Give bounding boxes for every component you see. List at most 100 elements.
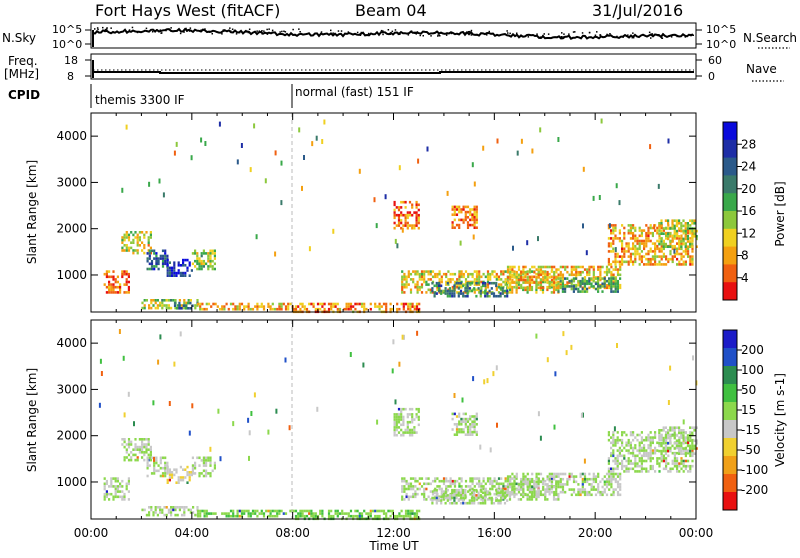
range-cell bbox=[360, 514, 364, 518]
range-cell bbox=[616, 475, 620, 478]
range-cell bbox=[491, 272, 494, 276]
range-cell bbox=[632, 231, 635, 235]
range-cell bbox=[627, 231, 630, 235]
range-cell bbox=[393, 420, 396, 424]
range-cell bbox=[592, 475, 595, 478]
range-cell bbox=[486, 283, 490, 286]
range-cell bbox=[423, 280, 426, 284]
range-cell bbox=[520, 480, 523, 484]
range-cell bbox=[473, 288, 476, 292]
range-cell bbox=[575, 493, 578, 497]
range-cell bbox=[475, 272, 479, 276]
range-cell bbox=[194, 252, 197, 255]
colorbar-swatch bbox=[723, 157, 737, 176]
range-cell bbox=[249, 307, 252, 311]
range-cell bbox=[367, 512, 370, 515]
range-cell bbox=[517, 483, 521, 486]
range-cell bbox=[583, 472, 587, 476]
range-cell bbox=[211, 469, 214, 473]
range-cell bbox=[429, 498, 432, 501]
range-cell bbox=[145, 451, 148, 454]
range-cell bbox=[618, 237, 621, 240]
range-cell bbox=[555, 485, 558, 488]
range-cell bbox=[517, 286, 521, 290]
scatter-region bbox=[173, 301, 194, 310]
range-cell bbox=[431, 492, 435, 496]
range-cell bbox=[473, 283, 476, 286]
range-cell bbox=[654, 260, 657, 264]
range-cell bbox=[411, 305, 414, 308]
range-cell bbox=[475, 278, 479, 281]
range-cell bbox=[680, 257, 683, 261]
range-cell bbox=[389, 514, 392, 518]
range-cell bbox=[407, 482, 410, 486]
range-cell bbox=[528, 483, 532, 486]
range-cell bbox=[651, 467, 654, 471]
range-cell bbox=[232, 302, 235, 306]
range-cell bbox=[539, 493, 543, 497]
range-cell bbox=[196, 259, 199, 263]
range-cell bbox=[460, 479, 463, 483]
range-cell bbox=[374, 514, 377, 518]
range-cell bbox=[605, 480, 609, 484]
range-cell bbox=[163, 506, 166, 509]
range-cell bbox=[614, 237, 617, 240]
range-cell bbox=[557, 282, 560, 286]
range-cell bbox=[691, 452, 694, 455]
range-cell bbox=[561, 477, 565, 481]
range-cell bbox=[182, 304, 185, 307]
nsearch-dot bbox=[96, 27, 99, 29]
range-cell bbox=[550, 278, 554, 282]
range-cell bbox=[175, 481, 178, 484]
range-cell bbox=[464, 433, 467, 436]
range-cell bbox=[680, 452, 683, 455]
range-cell bbox=[451, 289, 454, 293]
range-cell bbox=[531, 490, 534, 494]
nsearch-dot bbox=[165, 29, 167, 32]
range-cell bbox=[689, 451, 692, 455]
range-cell bbox=[455, 281, 458, 285]
range-cell bbox=[691, 235, 694, 238]
range-cell bbox=[369, 509, 372, 513]
nsearch-dot bbox=[97, 28, 99, 31]
nsearch-dot bbox=[661, 34, 663, 37]
range-cell bbox=[464, 210, 467, 214]
range-cell bbox=[544, 265, 547, 269]
range-cell bbox=[607, 260, 610, 264]
range-cell bbox=[147, 440, 150, 444]
range-cell bbox=[618, 446, 621, 450]
range-cell bbox=[684, 447, 687, 450]
nsearch-dot bbox=[266, 28, 268, 31]
noise-cell bbox=[582, 412, 584, 418]
range-cell bbox=[511, 483, 514, 486]
range-cell bbox=[166, 257, 169, 260]
range-cell bbox=[211, 267, 214, 271]
range-cell bbox=[616, 441, 619, 445]
range-cell bbox=[156, 506, 159, 509]
range-cell bbox=[592, 477, 595, 481]
noise-cell bbox=[253, 392, 256, 398]
range-cell bbox=[406, 213, 409, 217]
range-cell bbox=[623, 250, 626, 253]
range-cell bbox=[537, 480, 540, 484]
range-cell bbox=[429, 272, 432, 276]
range-cell bbox=[196, 254, 199, 258]
range-cell bbox=[448, 501, 452, 505]
range-cell bbox=[234, 514, 237, 518]
range-cell bbox=[665, 467, 668, 471]
range-cell bbox=[634, 260, 637, 264]
range-cell bbox=[415, 415, 418, 419]
range-cell bbox=[323, 302, 326, 306]
range-cell bbox=[570, 285, 573, 288]
nsearch-dot bbox=[599, 34, 602, 36]
scatter-region bbox=[146, 249, 169, 271]
range-cell bbox=[489, 482, 492, 486]
noise-cell bbox=[483, 379, 486, 385]
range-cell bbox=[412, 495, 415, 499]
range-cell bbox=[520, 477, 523, 481]
range-cell bbox=[535, 283, 538, 287]
range-cell bbox=[522, 495, 525, 499]
range-cell bbox=[479, 294, 482, 298]
range-cell bbox=[150, 301, 153, 305]
